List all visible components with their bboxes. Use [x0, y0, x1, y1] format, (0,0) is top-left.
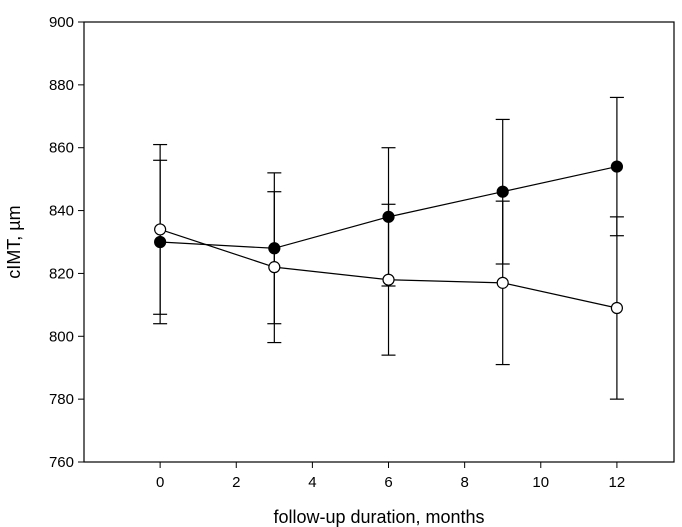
y-tick-label: 800: [49, 328, 74, 345]
data-point: [382, 273, 395, 286]
data-point: [610, 160, 624, 173]
x-tick-label: 12: [609, 474, 626, 491]
y-axis-title: cIMT, µm: [4, 205, 24, 278]
x-axis-ticks: 0 2 4 6 8 10 12: [156, 462, 625, 491]
y-tick-label: 840: [49, 203, 74, 220]
y-tick-label: 780: [49, 391, 74, 408]
data-point: [496, 276, 509, 289]
x-tick-label: 6: [384, 474, 392, 491]
data-point: [268, 261, 281, 274]
x-tick-label: 2: [232, 474, 240, 491]
data-point: [154, 223, 167, 236]
x-tick-label: 10: [532, 474, 549, 491]
x-tick-label: 0: [156, 474, 164, 491]
y-axis-ticks: 760 780 800 820 840 860 880 900: [49, 14, 84, 471]
plot-frame: [83, 21, 675, 463]
x-tick-label: 4: [308, 474, 316, 491]
y-tick-label: 880: [49, 77, 74, 94]
y-tick-label: 820: [49, 265, 74, 282]
x-axis-title: follow-up duration, months: [273, 507, 484, 527]
plot-border: [83, 21, 675, 463]
y-tick-label: 760: [49, 454, 74, 471]
y-tick-label: 860: [49, 140, 74, 157]
y-tick-label: 900: [49, 14, 74, 31]
x-tick-label: 8: [460, 474, 468, 491]
series-2: [153, 143, 624, 400]
data-point: [610, 301, 624, 315]
data-point: [496, 185, 509, 198]
series-layer: [153, 96, 624, 400]
